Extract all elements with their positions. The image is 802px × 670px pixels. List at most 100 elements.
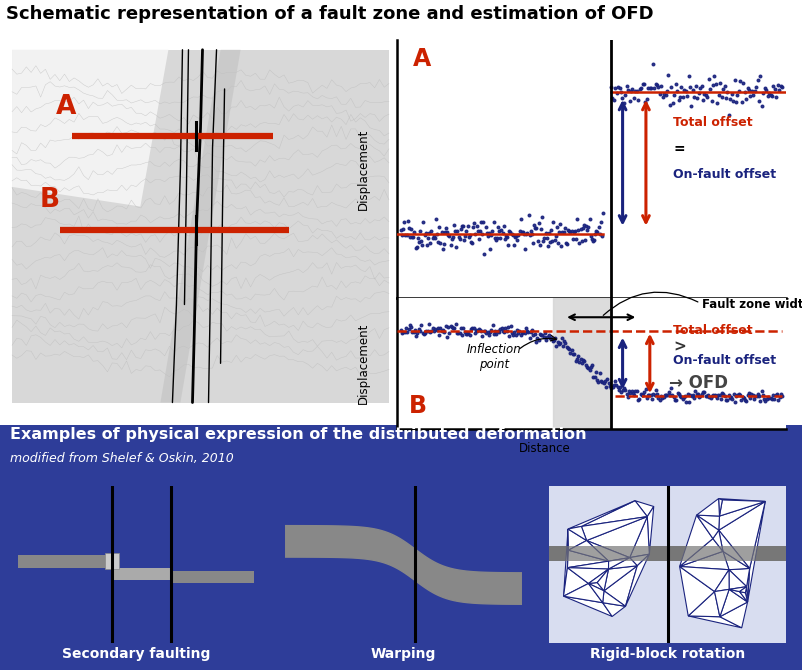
Text: >: > — [673, 339, 686, 354]
Point — [430, 324, 443, 335]
Point — [508, 232, 521, 243]
Point — [498, 326, 511, 337]
Point — [611, 381, 624, 392]
Point — [555, 333, 568, 344]
Point — [582, 362, 595, 373]
Polygon shape — [569, 541, 609, 561]
Point — [703, 84, 716, 94]
Point — [715, 92, 728, 103]
Point — [472, 324, 485, 334]
Point — [654, 395, 666, 405]
Point — [761, 91, 774, 102]
Point — [685, 391, 698, 401]
Point — [572, 224, 585, 235]
Point — [414, 326, 427, 336]
Point — [728, 396, 741, 407]
Point — [416, 239, 429, 250]
Point — [527, 330, 540, 340]
Point — [756, 390, 769, 401]
Point — [492, 221, 504, 232]
Polygon shape — [715, 590, 729, 617]
Polygon shape — [747, 501, 765, 602]
Point — [547, 216, 560, 227]
Point — [707, 80, 719, 90]
Point — [504, 226, 517, 237]
Point — [649, 78, 662, 89]
Point — [455, 224, 468, 234]
Point — [481, 230, 494, 241]
Point — [537, 236, 549, 247]
Point — [744, 90, 757, 101]
Polygon shape — [723, 551, 750, 570]
Point — [548, 234, 561, 245]
Polygon shape — [715, 570, 729, 592]
Point — [730, 96, 743, 107]
Point — [467, 222, 480, 232]
Point — [521, 228, 534, 239]
Point — [511, 325, 524, 336]
Polygon shape — [568, 567, 609, 584]
Point — [517, 229, 530, 240]
Point — [473, 226, 486, 237]
Point — [479, 325, 492, 336]
Point — [573, 238, 585, 249]
Point — [751, 389, 764, 399]
Point — [659, 390, 672, 401]
Point — [740, 396, 753, 407]
Point — [448, 220, 460, 231]
Point — [662, 70, 674, 80]
Point — [433, 222, 446, 232]
Point — [707, 389, 719, 400]
Point — [612, 81, 625, 92]
Point — [400, 230, 413, 241]
Polygon shape — [564, 529, 568, 596]
Point — [666, 98, 679, 109]
Point — [577, 222, 589, 233]
Polygon shape — [679, 566, 729, 592]
Text: =: = — [673, 141, 685, 155]
Polygon shape — [568, 529, 569, 567]
Point — [533, 329, 546, 340]
Point — [480, 222, 492, 232]
Point — [464, 237, 477, 248]
Point — [522, 209, 535, 220]
Point — [514, 330, 527, 340]
Point — [721, 87, 734, 98]
Point — [503, 226, 516, 237]
Point — [407, 232, 419, 243]
Point — [654, 391, 667, 401]
Point — [570, 354, 583, 364]
Point — [550, 341, 563, 352]
Point — [564, 226, 577, 237]
Point — [765, 394, 778, 405]
Point — [682, 389, 695, 399]
Point — [667, 392, 680, 403]
Polygon shape — [719, 501, 765, 530]
Point — [758, 394, 771, 405]
Point — [683, 71, 695, 82]
Polygon shape — [729, 590, 747, 602]
Point — [669, 78, 682, 89]
Point — [467, 323, 480, 334]
Point — [588, 234, 601, 245]
Point — [551, 336, 564, 347]
Point — [741, 389, 754, 400]
Polygon shape — [739, 592, 747, 602]
Point — [533, 218, 545, 228]
Point — [652, 82, 665, 92]
Point — [622, 386, 635, 397]
Point — [395, 328, 408, 339]
Point — [747, 393, 760, 404]
Bar — [553, 298, 611, 429]
Polygon shape — [679, 551, 729, 570]
Point — [734, 389, 747, 400]
Point — [483, 330, 496, 340]
Polygon shape — [697, 515, 719, 530]
Point — [472, 233, 485, 244]
Point — [646, 58, 659, 69]
Point — [459, 230, 472, 241]
Point — [753, 391, 766, 401]
Point — [585, 234, 598, 245]
Point — [567, 226, 580, 237]
Point — [461, 220, 474, 231]
